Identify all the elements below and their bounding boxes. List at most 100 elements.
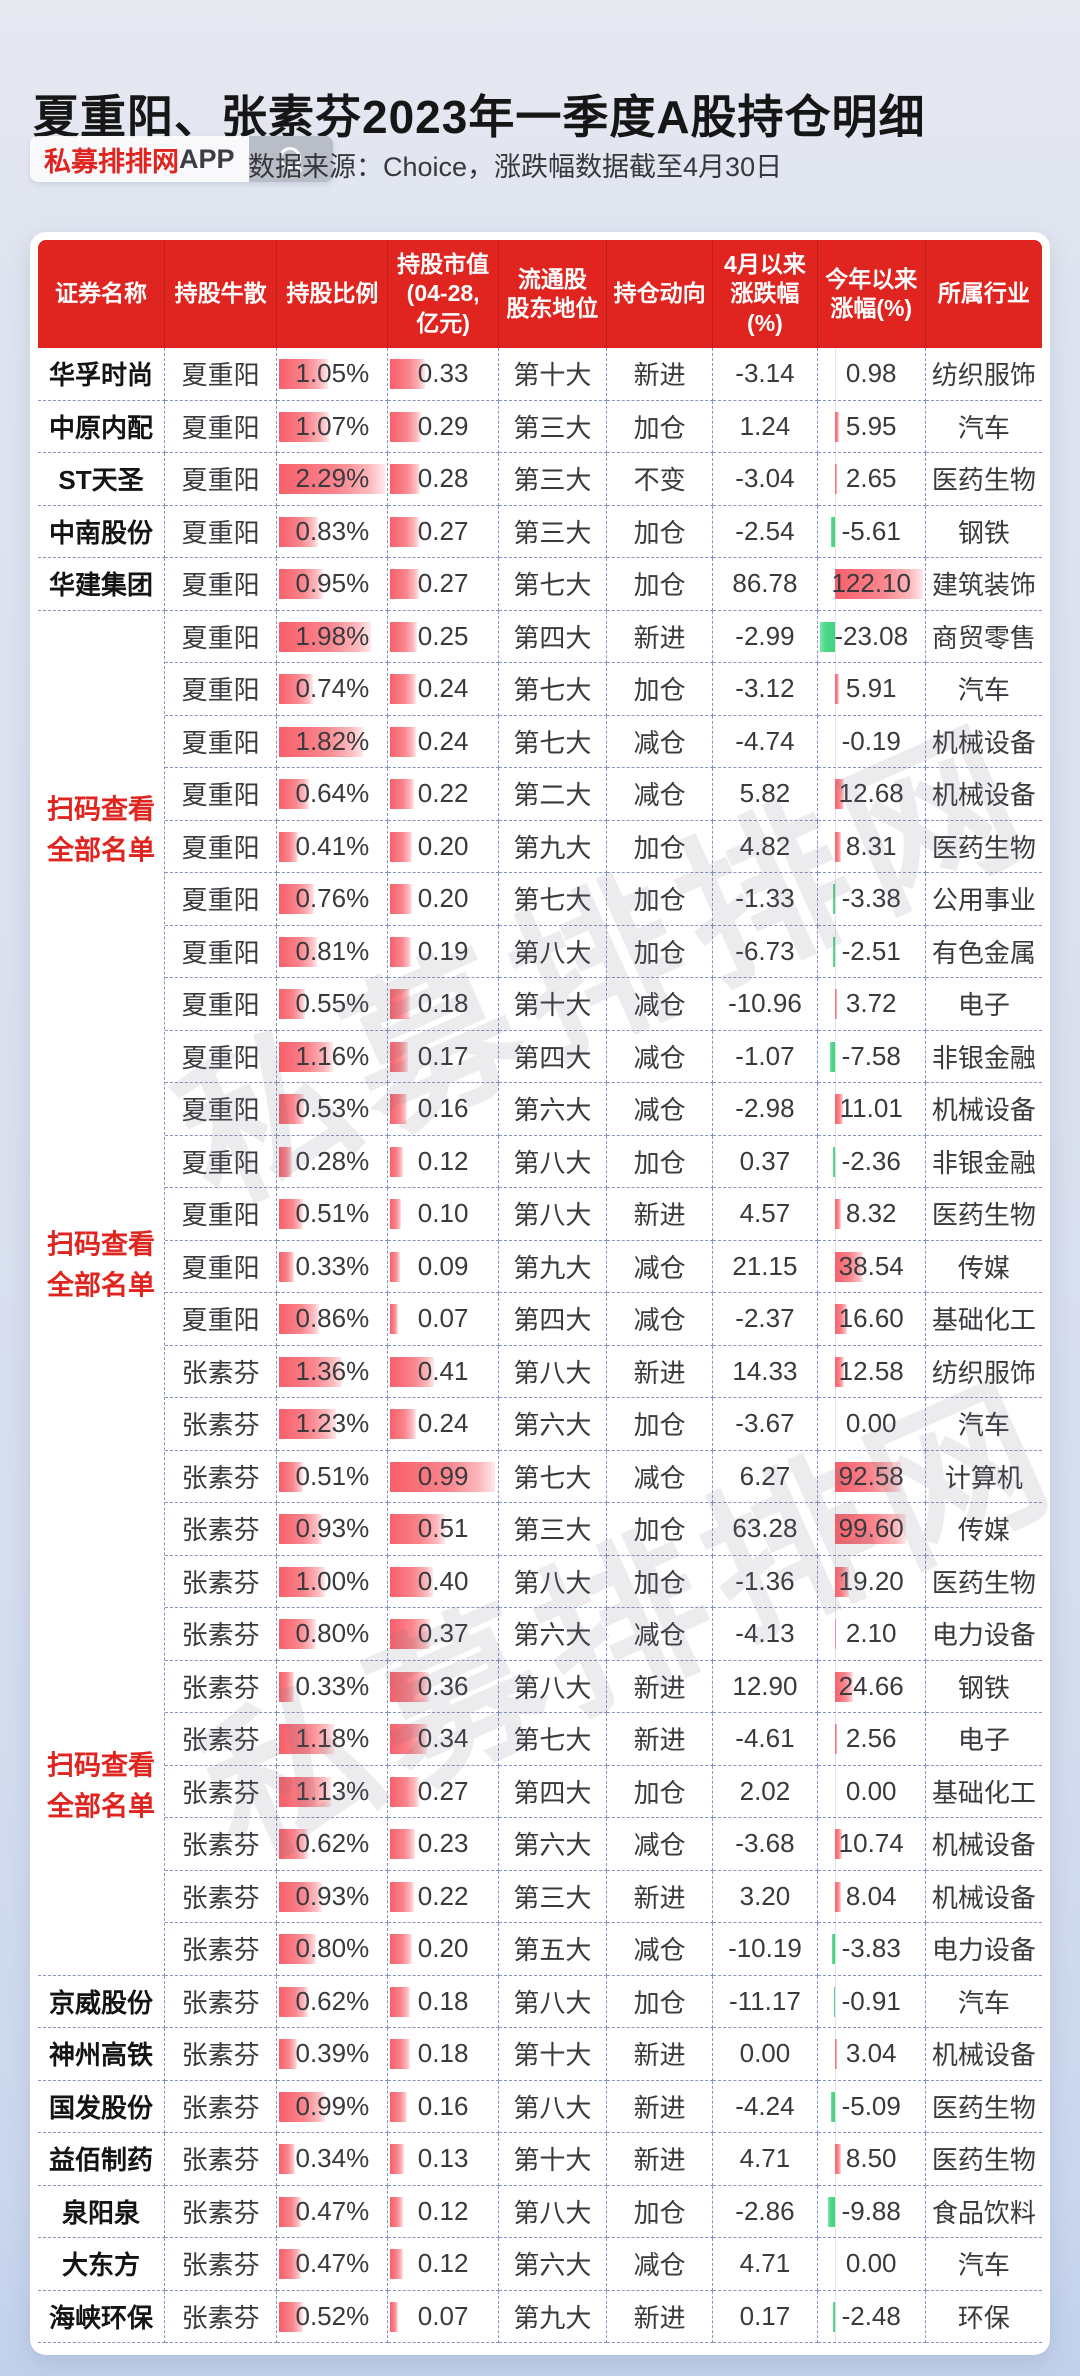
holder-name: 张素芬	[165, 2133, 278, 2186]
holding-ratio: 1.82%	[277, 715, 389, 768]
change-since-april: 63.28	[713, 1503, 818, 1556]
shareholder-rank: 第七大	[498, 663, 607, 716]
security-name-label: 国发股份	[48, 2092, 153, 2123]
holding-ratio: 1.36%	[277, 1345, 389, 1398]
industry: 汽车	[925, 401, 1042, 453]
data-bar-red	[834, 1251, 863, 1282]
data-bar-red	[834, 674, 839, 704]
position-action: 减仓	[606, 1030, 714, 1083]
industry: 汽车	[925, 1398, 1042, 1451]
shareholder-rank: 第八大	[498, 1188, 607, 1241]
shareholder-rank: 第四大	[498, 610, 607, 663]
data-bar-red	[279, 621, 371, 652]
position-action: 加仓	[606, 1555, 714, 1608]
holder-name: 夏重阳	[165, 400, 278, 453]
change-since-april: 21.15	[713, 1240, 818, 1293]
data-bar-red	[834, 989, 838, 1019]
position-action: 减仓	[606, 2238, 714, 2291]
data-bar-red	[279, 1251, 295, 1282]
change-since-april: -10.19	[713, 1923, 818, 1976]
brand-app-suffix: APP	[179, 143, 235, 174]
holder-name: 张素芬	[165, 2238, 278, 2291]
data-bar-green	[832, 884, 835, 914]
data-bar-red	[390, 1199, 402, 1229]
table-header: 证券名称 持股牛散 持股比例 持股市值 (04-28, 亿元) 流通股 股东地位 持仓动向…	[38, 240, 1042, 348]
shareholder-rank: 第十大	[498, 2133, 607, 2186]
position-action: 加仓	[606, 1975, 714, 2028]
holding-ratio: 0.62%	[277, 1975, 389, 2028]
data-bar-red	[390, 936, 411, 967]
position-action: 加仓	[606, 873, 714, 926]
industry: 环保	[925, 2291, 1042, 2343]
change-since-april: 0.17	[713, 2290, 818, 2343]
market-value: 0.24	[388, 715, 499, 768]
data-bar-green	[831, 2091, 835, 2122]
data-bar-red	[834, 1671, 853, 1702]
shareholder-rank: 第九大	[498, 2290, 607, 2343]
data-bar-red	[390, 1041, 409, 1072]
change-since-april: -4.74	[713, 715, 818, 768]
data-bar-red	[834, 1566, 849, 1597]
position-action: 减仓	[606, 715, 714, 768]
data-bar-red	[834, 2039, 837, 2069]
market-value: 0.25	[388, 610, 499, 663]
holder-name: 张素芬	[165, 1765, 278, 1818]
data-bar-red	[390, 411, 422, 442]
position-action: 新进	[606, 2133, 714, 2186]
data-bar-red	[279, 831, 299, 862]
data-bar-red	[834, 1724, 837, 1754]
data-bar-green	[834, 1986, 835, 2017]
position-action: 加仓	[606, 400, 714, 453]
holding-ratio: 1.18%	[277, 1713, 389, 1766]
shareholder-rank: 第七大	[498, 873, 607, 926]
industry: 医药生物	[925, 453, 1042, 506]
data-bar-red	[390, 2301, 398, 2332]
shareholder-rank: 第四大	[498, 1765, 607, 1818]
change-since-april: 0.37	[713, 1135, 818, 1188]
industry: 汽车	[925, 1976, 1042, 2028]
change-since-april: -3.04	[713, 453, 818, 506]
app-search-bar: 私募排排网 APP	[30, 136, 333, 182]
scan-qr-note-line: 全部名单	[47, 835, 155, 866]
ytd-change: 2.56	[817, 1713, 926, 1766]
industry: 纺织服饰	[925, 348, 1042, 401]
position-action: 减仓	[606, 1818, 714, 1871]
search-button[interactable]	[248, 136, 333, 182]
market-value: 0.29	[388, 400, 499, 453]
data-bar-red	[390, 1356, 434, 1387]
change-since-april: 4.82	[713, 820, 818, 873]
position-action: 新进	[606, 1188, 714, 1241]
shareholder-rank: 第七大	[498, 1713, 607, 1766]
market-value: 0.20	[388, 1923, 499, 1976]
data-bar-red	[834, 569, 923, 599]
data-bar-red	[390, 1934, 412, 1964]
data-bar-red	[279, 2196, 301, 2227]
holder-name: 夏重阳	[165, 1240, 278, 1293]
industry: 纺织服饰	[925, 1346, 1042, 1398]
data-bar-red	[834, 1829, 843, 1859]
industry: 汽车	[925, 663, 1042, 716]
ytd-change: 19.20	[817, 1555, 926, 1608]
industry: 基础化工	[925, 1293, 1042, 1346]
market-value: 0.17	[388, 1030, 499, 1083]
market-value: 0.34	[388, 1713, 499, 1766]
data-bar-red	[834, 1461, 902, 1492]
position-action: 新进	[606, 2080, 714, 2133]
holder-name: 夏重阳	[165, 505, 278, 558]
data-bar-green	[819, 621, 835, 652]
industry: 食品饮料	[925, 2186, 1042, 2238]
data-bar-red	[279, 1041, 333, 1072]
position-action: 减仓	[606, 1450, 714, 1503]
data-bar-red	[834, 1619, 837, 1649]
ytd-change: 5.95	[817, 400, 926, 453]
market-value: 0.99	[388, 1450, 499, 1503]
data-bar-red	[834, 1881, 841, 1912]
data-bar-green	[833, 1146, 835, 1177]
shareholder-rank: 第十大	[498, 978, 607, 1031]
security-name: 神州高铁	[38, 2028, 165, 2081]
data-bar-red	[279, 1986, 308, 2017]
change-since-april: -10.96	[713, 978, 818, 1031]
holding-ratio: 0.86%	[277, 1293, 389, 1346]
position-action: 减仓	[606, 1083, 714, 1136]
data-bar-red	[279, 1671, 295, 1702]
